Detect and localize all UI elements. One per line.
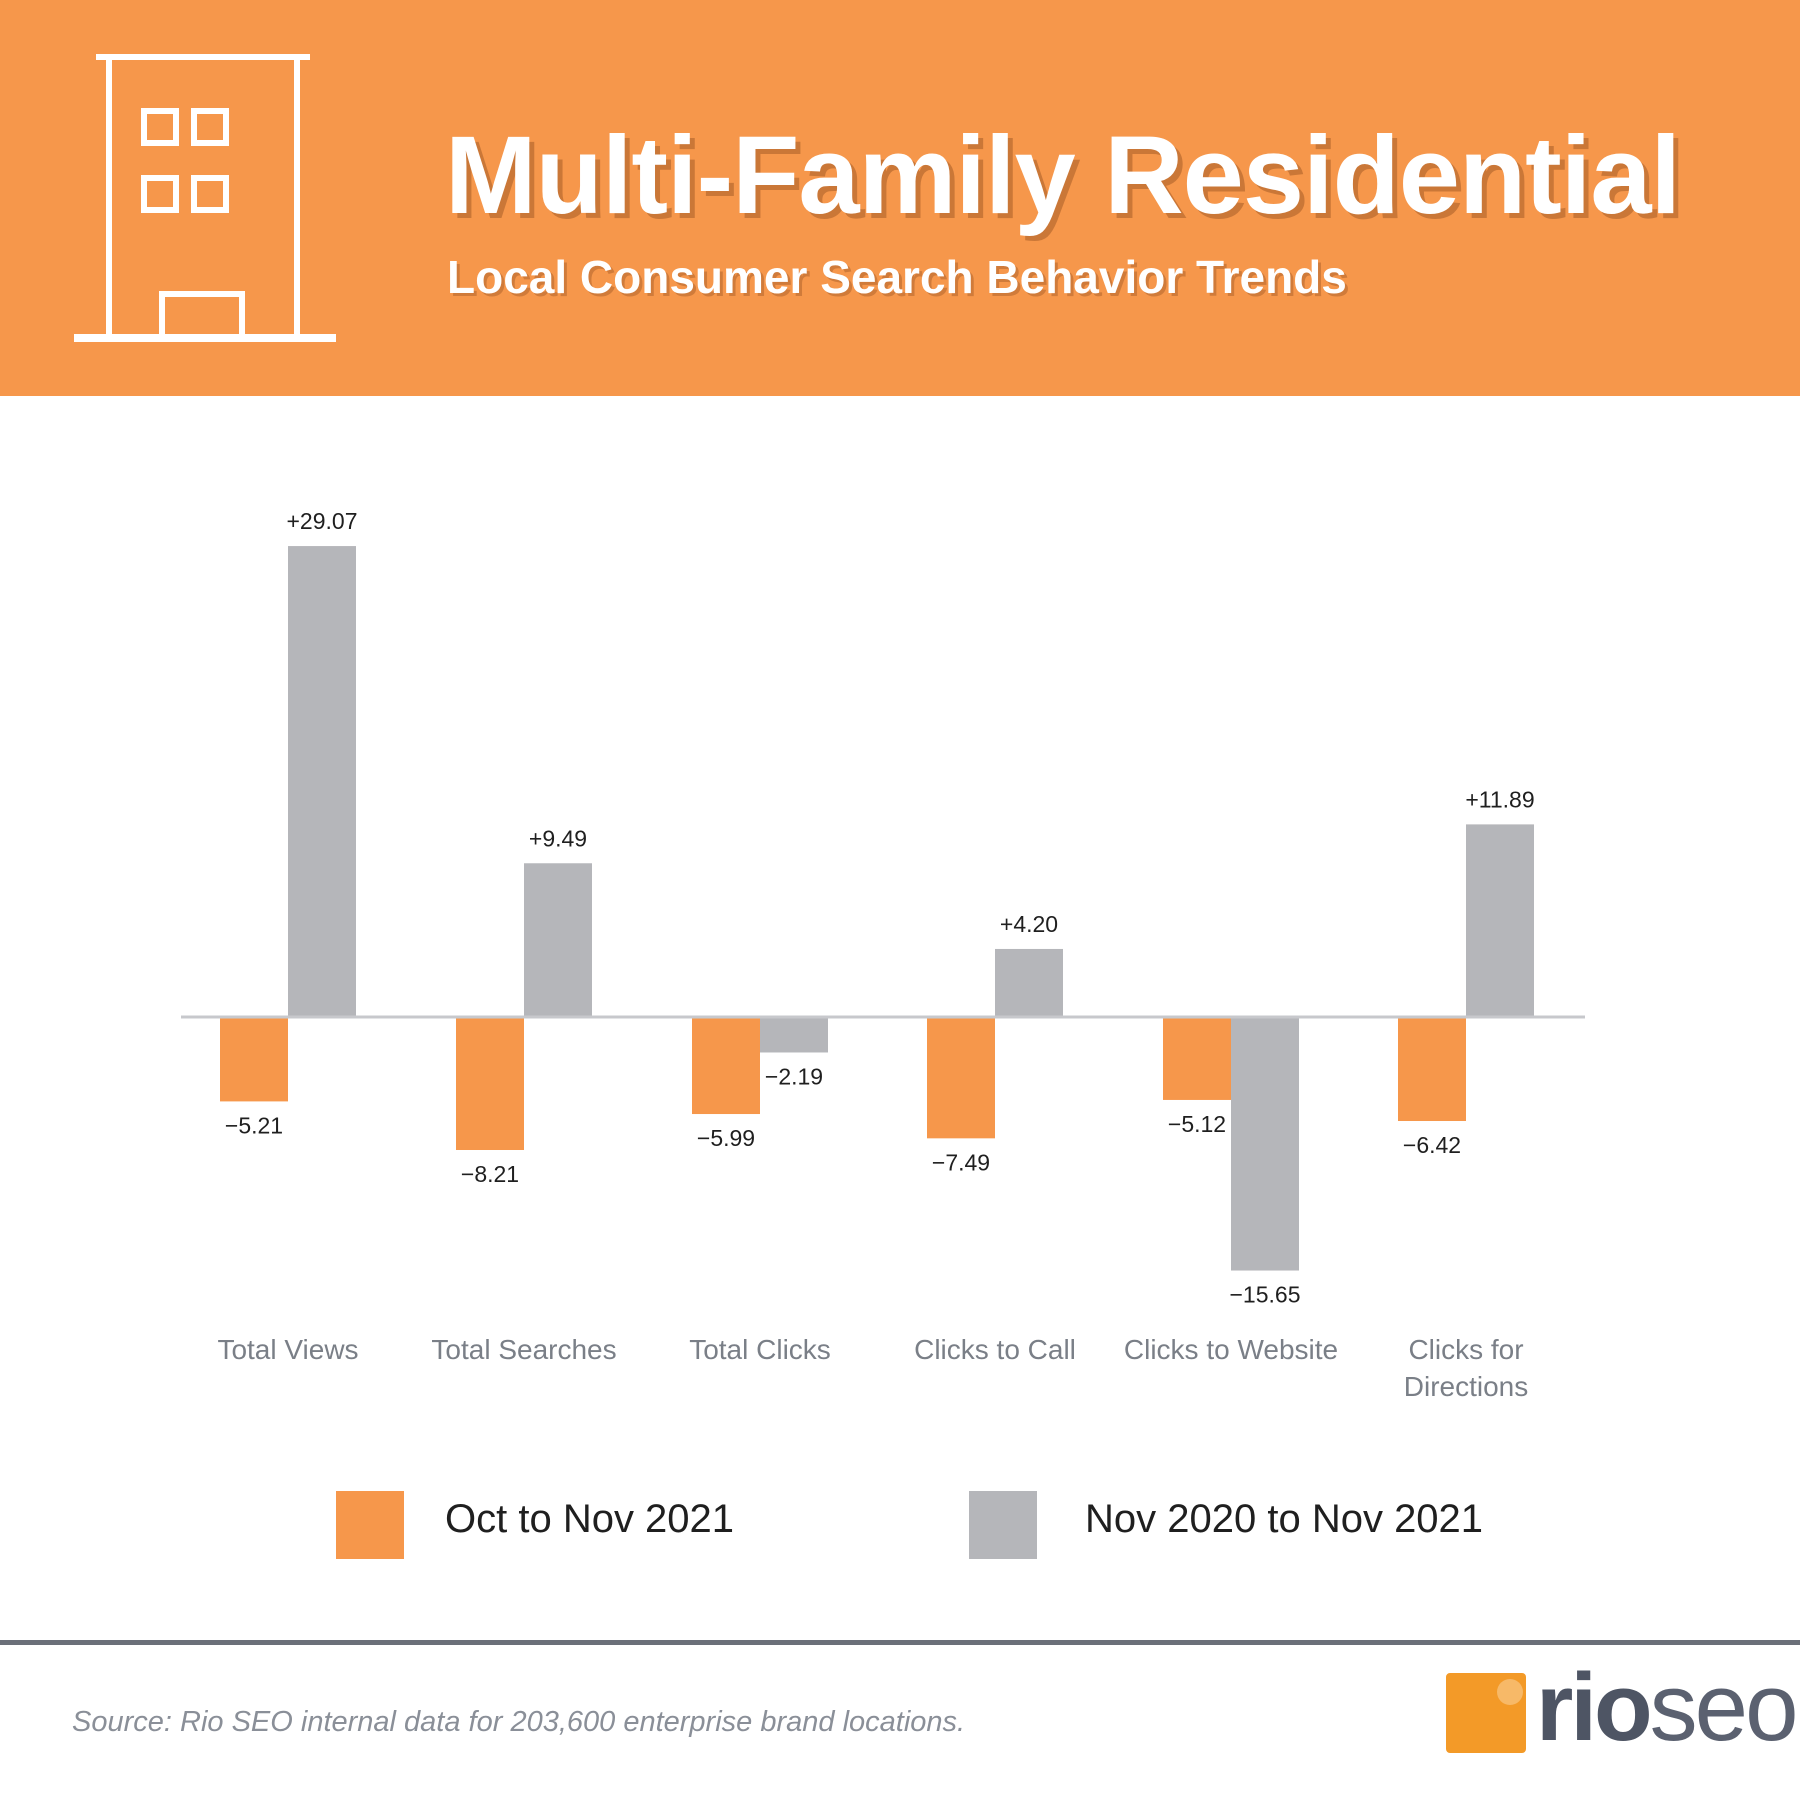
bar-s1-1	[456, 1017, 524, 1151]
bar-s2-1	[524, 863, 592, 1017]
category-label-4: Clicks to Website	[1124, 1334, 1338, 1365]
category-label-3: Clicks to Call	[914, 1334, 1076, 1365]
building-icon	[74, 54, 336, 342]
data-label-s2-3: +4.20	[1000, 911, 1058, 937]
category-label-5-0: Clicks for	[1408, 1334, 1523, 1365]
data-label-s1-5: −6.42	[1403, 1132, 1461, 1158]
rio-seo-logo: rioseo	[1446, 1660, 1798, 1780]
category-label-5-1: Directions	[1404, 1371, 1528, 1402]
page-title: Multi-Family Residential	[445, 114, 1681, 237]
category-label-2: Total Clicks	[689, 1334, 831, 1365]
bar-s1-5	[1398, 1017, 1466, 1122]
data-label-s1-4: −5.12	[1168, 1111, 1226, 1137]
legend-swatch-series-1	[336, 1491, 404, 1559]
bar-s1-3	[927, 1017, 995, 1139]
legend-label-series-2: Nov 2020 to Nov 2021	[1085, 1497, 1484, 1541]
data-label-s2-5: +11.89	[1465, 786, 1534, 812]
data-label-s2-4: −15.65	[1230, 1282, 1301, 1308]
logo-dot-icon	[1497, 1679, 1523, 1705]
bar-s1-0	[220, 1017, 288, 1102]
bar-chart: −5.21 +29.07 Total Views −8.21 +9.49 Total Se…	[181, 508, 1585, 1402]
logo-text-rio: rio	[1536, 1654, 1653, 1761]
header-banner: Multi-Family Residential Local Consumer …	[0, 0, 1800, 396]
bar-s2-4	[1231, 1017, 1299, 1271]
bar-s1-2	[692, 1017, 760, 1115]
data-label-s1-1: −8.21	[461, 1161, 519, 1187]
bar-s2-2	[760, 1017, 828, 1053]
bar-s1-4	[1163, 1017, 1231, 1100]
legend-label-series-1: Oct to Nov 2021	[445, 1497, 735, 1541]
bar-s2-0	[288, 546, 356, 1017]
data-label-s1-0: −5.21	[225, 1112, 283, 1138]
legend-swatch-series-2	[969, 1491, 1037, 1559]
logo-text-seo: seo	[1649, 1654, 1799, 1761]
data-label-s2-0: +29.07	[287, 508, 358, 534]
data-label-s1-3: −7.49	[932, 1149, 990, 1175]
data-label-s2-2: −2.19	[765, 1063, 823, 1089]
category-label-0: Total Views	[217, 1334, 358, 1365]
bar-s2-3	[995, 948, 1063, 1017]
data-label-s2-1: +9.49	[529, 825, 587, 851]
source-note: Source: Rio SEO internal data for 203,60…	[72, 1706, 966, 1738]
page-subtitle: Local Consumer Search Behavior Trends	[447, 251, 1347, 303]
data-label-s1-2: −5.99	[697, 1125, 755, 1151]
footer-divider	[0, 1640, 1800, 1645]
bar-s2-5	[1466, 824, 1534, 1017]
category-label-1: Total Searches	[431, 1334, 616, 1365]
